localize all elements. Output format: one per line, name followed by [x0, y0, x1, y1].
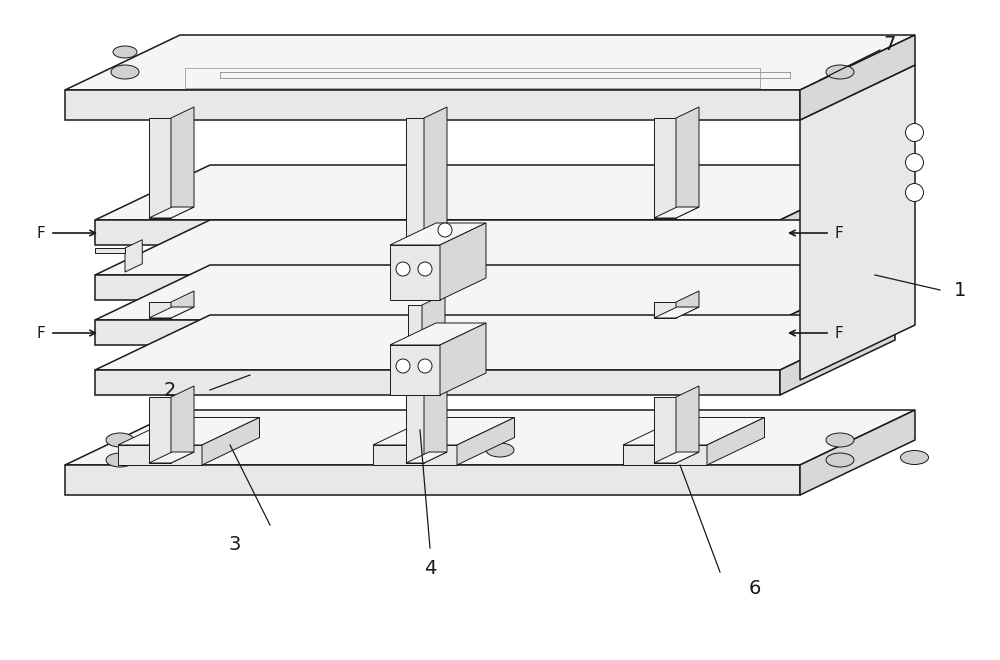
Polygon shape — [408, 329, 445, 340]
Polygon shape — [118, 418, 260, 445]
Ellipse shape — [826, 453, 854, 467]
Ellipse shape — [106, 433, 134, 447]
Ellipse shape — [396, 359, 410, 373]
Polygon shape — [800, 35, 915, 120]
Polygon shape — [406, 118, 424, 245]
Polygon shape — [654, 118, 676, 218]
Polygon shape — [440, 323, 486, 395]
Polygon shape — [800, 65, 915, 380]
Ellipse shape — [900, 451, 928, 465]
Polygon shape — [654, 302, 676, 318]
Polygon shape — [65, 465, 800, 495]
Polygon shape — [95, 315, 895, 370]
Polygon shape — [440, 223, 486, 300]
Text: 2: 2 — [164, 381, 176, 399]
Polygon shape — [406, 395, 424, 463]
Text: 6: 6 — [749, 579, 761, 597]
Polygon shape — [408, 305, 422, 340]
Ellipse shape — [486, 443, 514, 457]
Polygon shape — [623, 418, 765, 445]
Ellipse shape — [906, 154, 924, 172]
Polygon shape — [422, 294, 445, 340]
Ellipse shape — [438, 223, 452, 237]
Polygon shape — [373, 418, 514, 445]
Text: 4: 4 — [424, 558, 436, 578]
Polygon shape — [95, 165, 895, 220]
Polygon shape — [149, 118, 171, 218]
Ellipse shape — [826, 65, 854, 79]
Ellipse shape — [906, 123, 924, 141]
Polygon shape — [95, 220, 780, 245]
Ellipse shape — [418, 262, 432, 276]
Polygon shape — [780, 165, 895, 245]
Polygon shape — [390, 345, 440, 395]
Polygon shape — [654, 307, 699, 318]
Polygon shape — [676, 291, 699, 318]
Polygon shape — [406, 452, 447, 463]
Polygon shape — [390, 323, 486, 345]
Polygon shape — [149, 397, 171, 463]
Polygon shape — [676, 386, 699, 463]
Polygon shape — [149, 207, 194, 218]
Polygon shape — [95, 248, 125, 253]
Polygon shape — [390, 223, 486, 245]
Polygon shape — [95, 220, 895, 275]
Ellipse shape — [906, 183, 924, 201]
Ellipse shape — [396, 262, 410, 276]
Polygon shape — [390, 245, 440, 300]
Polygon shape — [780, 220, 895, 300]
Text: F: F — [835, 226, 844, 240]
Polygon shape — [95, 320, 780, 345]
Polygon shape — [95, 265, 895, 320]
Polygon shape — [780, 315, 895, 395]
Text: F: F — [36, 325, 45, 341]
Polygon shape — [373, 445, 457, 465]
Polygon shape — [149, 307, 194, 318]
Text: 1: 1 — [954, 280, 966, 300]
Polygon shape — [780, 265, 895, 345]
Text: 3: 3 — [229, 535, 241, 554]
Polygon shape — [424, 384, 447, 463]
Polygon shape — [149, 302, 171, 318]
Polygon shape — [654, 452, 699, 463]
Polygon shape — [65, 35, 915, 90]
Polygon shape — [171, 107, 194, 218]
Polygon shape — [707, 418, 765, 465]
Polygon shape — [171, 291, 194, 318]
Polygon shape — [406, 234, 447, 245]
Text: F: F — [36, 226, 45, 240]
Polygon shape — [676, 107, 699, 218]
Polygon shape — [118, 445, 202, 465]
Polygon shape — [457, 418, 514, 465]
Polygon shape — [424, 107, 447, 245]
Polygon shape — [95, 370, 780, 395]
Polygon shape — [171, 386, 194, 463]
Polygon shape — [125, 240, 142, 272]
Polygon shape — [65, 410, 915, 465]
Text: 7: 7 — [884, 36, 896, 55]
Polygon shape — [202, 418, 260, 465]
Polygon shape — [800, 410, 915, 495]
Polygon shape — [95, 275, 780, 300]
Ellipse shape — [418, 359, 432, 373]
Ellipse shape — [826, 433, 854, 447]
Text: F: F — [835, 325, 844, 341]
Polygon shape — [149, 452, 194, 463]
Polygon shape — [65, 90, 800, 120]
Ellipse shape — [106, 453, 134, 467]
Polygon shape — [654, 397, 676, 463]
Polygon shape — [623, 445, 707, 465]
Polygon shape — [654, 207, 699, 218]
Ellipse shape — [113, 46, 137, 58]
Ellipse shape — [111, 65, 139, 79]
